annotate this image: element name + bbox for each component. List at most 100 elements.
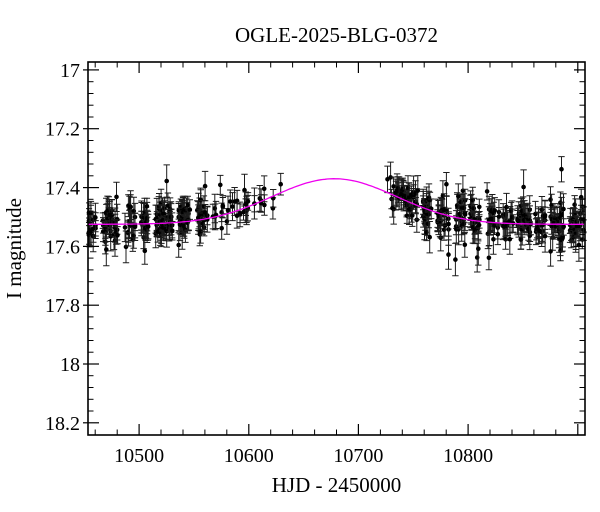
data-point bbox=[474, 255, 480, 260]
data-point bbox=[185, 202, 190, 208]
data-point bbox=[132, 224, 138, 230]
data-point bbox=[453, 257, 458, 262]
y-tick-label: 18.2 bbox=[45, 413, 80, 435]
y-axis-label: I magnitude bbox=[2, 198, 26, 299]
data-point bbox=[441, 227, 447, 232]
data-point bbox=[461, 205, 467, 211]
data-point bbox=[542, 233, 548, 239]
data-point bbox=[461, 221, 467, 227]
data-point bbox=[539, 207, 545, 213]
data-point bbox=[548, 197, 553, 202]
data-point bbox=[559, 166, 564, 172]
data-point bbox=[446, 221, 451, 227]
y-tick-label: 17.2 bbox=[45, 119, 80, 141]
data-point bbox=[128, 204, 133, 209]
data-point bbox=[93, 215, 98, 220]
data-point bbox=[219, 225, 224, 231]
data-point bbox=[114, 194, 119, 200]
data-point bbox=[385, 177, 390, 182]
y-tick-label: 17.8 bbox=[45, 295, 80, 317]
data-point bbox=[218, 182, 223, 188]
data-point bbox=[495, 231, 501, 237]
data-point bbox=[109, 212, 115, 218]
data-point bbox=[243, 201, 249, 206]
y-tick-label: 18 bbox=[60, 354, 80, 376]
plot-border bbox=[87, 61, 586, 436]
x-tick-label: 10700 bbox=[333, 445, 383, 467]
data-point bbox=[224, 219, 230, 224]
data-point bbox=[486, 255, 492, 261]
data-point bbox=[170, 228, 175, 233]
data-point bbox=[542, 214, 548, 219]
data-point bbox=[115, 232, 120, 238]
data-point bbox=[507, 236, 513, 242]
data-point bbox=[145, 224, 151, 229]
data-point bbox=[262, 202, 267, 208]
data-point bbox=[476, 222, 482, 228]
data-point bbox=[521, 184, 526, 190]
data-point bbox=[492, 208, 498, 213]
data-point bbox=[187, 207, 193, 212]
model-curve-layer bbox=[88, 178, 584, 225]
data-point bbox=[456, 194, 461, 199]
data-point bbox=[496, 214, 502, 219]
data-point bbox=[225, 208, 231, 213]
data-point bbox=[561, 206, 566, 212]
x-tick-label: 10600 bbox=[224, 445, 274, 467]
data-point bbox=[476, 246, 481, 251]
chart-title: OGLE-2025-BLG-0372 bbox=[235, 23, 438, 47]
data-points-layer bbox=[86, 156, 587, 277]
data-point bbox=[484, 189, 490, 194]
data-point bbox=[462, 212, 468, 217]
data-point bbox=[228, 199, 233, 204]
model-curve bbox=[88, 178, 584, 225]
data-point bbox=[477, 204, 482, 210]
data-point bbox=[261, 186, 267, 192]
data-point bbox=[458, 199, 464, 205]
data-point bbox=[391, 184, 396, 189]
data-point bbox=[427, 234, 433, 240]
data-point bbox=[410, 213, 415, 218]
data-point bbox=[278, 181, 284, 187]
data-point bbox=[504, 204, 509, 210]
data-point bbox=[444, 181, 449, 187]
data-point bbox=[198, 229, 203, 234]
y-tick-label: 17.4 bbox=[45, 178, 80, 200]
data-point bbox=[242, 187, 247, 193]
data-point bbox=[144, 204, 150, 209]
data-point bbox=[202, 183, 208, 189]
y-tick-label: 17.6 bbox=[45, 236, 80, 258]
data-point bbox=[123, 244, 129, 250]
data-point bbox=[164, 178, 169, 184]
y-tick-label: 17 bbox=[60, 60, 80, 82]
data-point bbox=[560, 236, 565, 241]
axes-layer bbox=[83, 61, 586, 436]
data-point bbox=[220, 203, 226, 208]
data-point bbox=[548, 249, 553, 254]
data-point bbox=[415, 188, 421, 193]
data-point bbox=[572, 202, 577, 207]
data-point bbox=[446, 252, 451, 257]
data-point bbox=[491, 237, 496, 242]
data-point bbox=[561, 224, 566, 230]
data-point bbox=[165, 203, 171, 208]
data-point bbox=[471, 206, 477, 211]
data-point bbox=[142, 248, 148, 254]
data-point bbox=[391, 206, 397, 212]
x-tick-label: 10500 bbox=[114, 445, 164, 467]
x-axis-label: HJD - 2450000 bbox=[272, 473, 402, 497]
data-point bbox=[104, 247, 109, 252]
data-point bbox=[527, 233, 533, 238]
data-point bbox=[404, 213, 410, 218]
data-point bbox=[456, 227, 461, 232]
data-point bbox=[559, 212, 564, 218]
tick-labels-layer: 10500 10600 10700 10800 17 17.2 17.4 17.6 17.8 18… bbox=[45, 60, 493, 467]
data-point bbox=[540, 222, 545, 228]
data-point bbox=[176, 242, 181, 248]
data-point bbox=[122, 225, 128, 230]
data-point bbox=[230, 204, 235, 209]
data-point bbox=[462, 242, 468, 247]
x-tick-label: 10800 bbox=[443, 445, 493, 467]
